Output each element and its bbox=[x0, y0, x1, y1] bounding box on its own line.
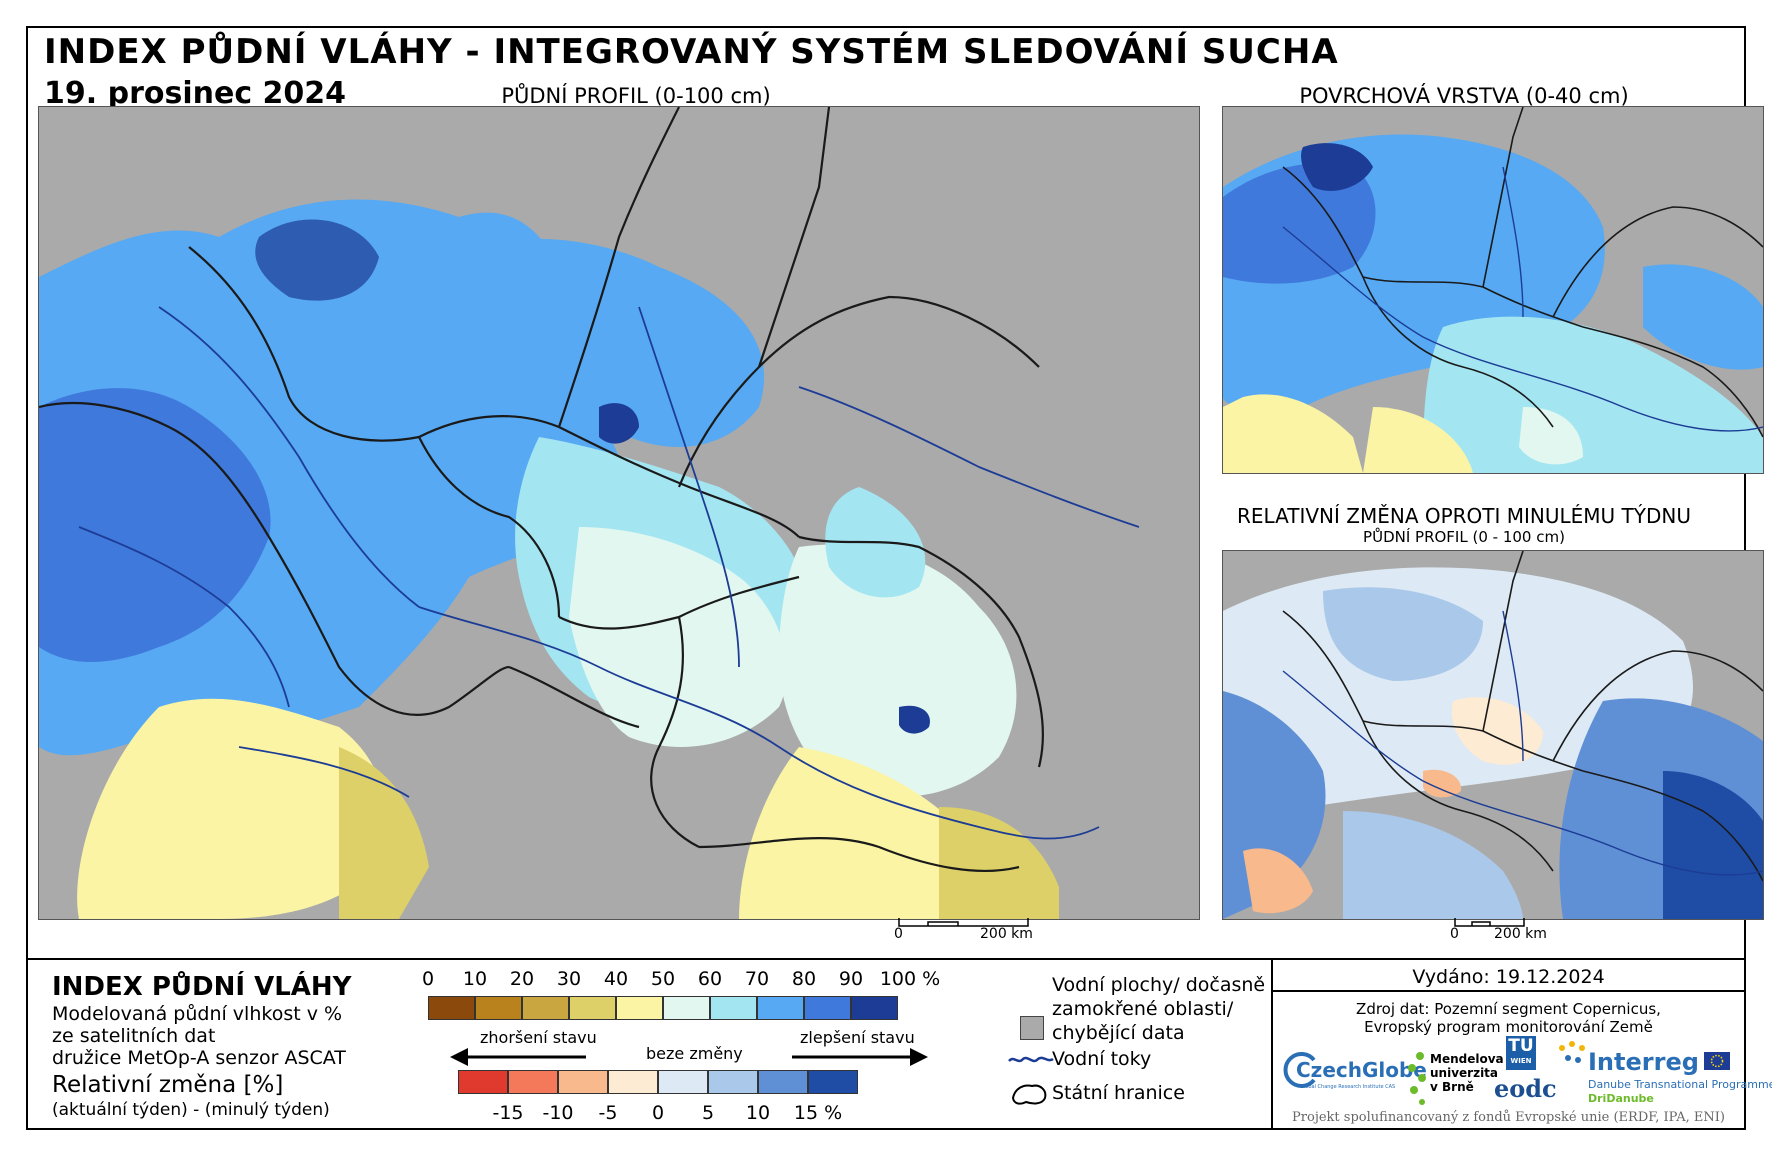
change-tick-label: 15 % bbox=[793, 1102, 843, 1124]
index-color-swatch bbox=[475, 996, 522, 1020]
change-map-caption: RELATIVNÍ ZMĚNA OPROTI MINULÉMU TÝDNU bbox=[1236, 504, 1691, 528]
index-color-swatch bbox=[428, 996, 475, 1020]
main-scale-label: 200 km bbox=[980, 926, 1033, 942]
change-color-swatch bbox=[608, 1070, 658, 1094]
index-tick-label: 60 bbox=[697, 968, 723, 990]
change-map-subcaption: PŮDNÍ PROFIL (0 - 100 cm) bbox=[1363, 528, 1565, 546]
change-color-swatch bbox=[558, 1070, 608, 1094]
legend-divider bbox=[28, 958, 1744, 960]
better-label: zlepšení stavu bbox=[800, 1028, 915, 1047]
surface-layer-map bbox=[1222, 106, 1764, 474]
eu-flag-icon bbox=[1704, 1052, 1730, 1070]
source-line-1: Zdroj dat: Pozemní segment Copernicus, bbox=[1356, 1000, 1661, 1018]
source-line-2: Evropský program monitorování Země bbox=[1364, 1018, 1653, 1036]
legend-change-desc: (aktuální týden) - (minulý týden) bbox=[52, 1100, 330, 1120]
change-tick-label: 0 bbox=[651, 1102, 665, 1124]
footer-divider bbox=[1271, 958, 1273, 1130]
mendel-line-2: univerzita bbox=[1430, 1066, 1499, 1080]
index-tick-label: 0 bbox=[421, 968, 435, 990]
index-color-swatch bbox=[616, 996, 663, 1020]
worse-arrow bbox=[448, 1042, 588, 1076]
interreg-sub-1: Danube Transnational Programme bbox=[1588, 1078, 1772, 1091]
mendel-logo-text: Mendelova univerzita v Brně bbox=[1430, 1052, 1504, 1094]
index-tick-label: 20 bbox=[509, 968, 535, 990]
change-color-swatch bbox=[508, 1070, 558, 1094]
czechglobe-logo bbox=[1280, 1050, 1320, 1094]
issued-box bbox=[1273, 960, 1744, 992]
interreg-sub-2: DriDanube bbox=[1588, 1092, 1654, 1105]
worse-label: zhoršení stavu bbox=[480, 1028, 597, 1047]
index-tick-label: 70 bbox=[744, 968, 770, 990]
index-tick-label: 50 bbox=[650, 968, 676, 990]
change-tick-label: -10 bbox=[542, 1102, 574, 1124]
key-water-line-2: zamokřené oblasti/ bbox=[1052, 998, 1234, 1020]
czechglobe-text: CzechGlobe bbox=[1296, 1058, 1427, 1082]
index-tick-label: 40 bbox=[603, 968, 629, 990]
index-tick-label: 30 bbox=[556, 968, 582, 990]
index-color-swatch bbox=[757, 996, 804, 1020]
better-arrow bbox=[790, 1042, 930, 1076]
index-color-swatch bbox=[804, 996, 851, 1020]
surface-map-caption: POVRCHOVÁ VRSTVA (0-40 cm) bbox=[1299, 84, 1629, 108]
interreg-icon bbox=[1554, 1040, 1590, 1074]
index-tick-label: 90 bbox=[838, 968, 864, 990]
index-color-scale: 0 10 20 30 40 50 60 70 80 90 100 % bbox=[422, 968, 968, 1048]
index-color-swatch bbox=[710, 996, 757, 1020]
change-color-swatch bbox=[658, 1070, 708, 1094]
change-tick-label: 5 bbox=[701, 1102, 715, 1124]
river-key-icon bbox=[1008, 1052, 1054, 1071]
main-map-caption: PŮDNÍ PROFIL (0-100 cm) bbox=[501, 84, 771, 108]
index-color-swatch bbox=[851, 996, 898, 1020]
funding-note: Projekt spolufinancovaný z fondů Evropsk… bbox=[1292, 1110, 1725, 1125]
eodc-logo: eodc bbox=[1494, 1074, 1557, 1103]
index-tick-label: 80 bbox=[791, 968, 817, 990]
change-tick-label: -5 bbox=[598, 1102, 618, 1124]
change-color-scale: -15 -10 -5 0 5 10 15 % bbox=[458, 1070, 938, 1130]
change-color-swatch bbox=[808, 1070, 858, 1094]
small-scale-label: 200 km bbox=[1494, 926, 1547, 942]
main-soil-moisture-map bbox=[38, 106, 1200, 920]
legend-index-desc-3: družice MetOp-A senzor ASCAT bbox=[52, 1047, 346, 1069]
legend-index-title: INDEX PŮDNÍ VLÁHY bbox=[52, 972, 352, 1002]
relative-change-map bbox=[1222, 550, 1764, 920]
change-tick-label: -15 bbox=[492, 1102, 524, 1124]
czechglobe-subtext: Global Change Research Institute CAS bbox=[1300, 1084, 1396, 1090]
key-rivers: Vodní toky bbox=[1052, 1048, 1152, 1070]
legend-index-desc-1: Modelovaná půdní vlhkost v % bbox=[52, 1003, 343, 1025]
index-tick-label: 100 % bbox=[879, 968, 941, 990]
border-key-icon bbox=[1010, 1080, 1050, 1112]
figure-title: INDEX PŮDNÍ VLÁHY - INTEGROVANÝ SYSTÉM S… bbox=[44, 32, 1339, 72]
figure-frame: INDEX PŮDNÍ VLÁHY - INTEGROVANÝ SYSTÉM S… bbox=[26, 26, 1772, 1130]
tu-wien-line-2: WIEN bbox=[1510, 1057, 1532, 1065]
nochange-label: beze změny bbox=[646, 1044, 743, 1063]
index-color-swatch bbox=[569, 996, 616, 1020]
index-tick-label: 10 bbox=[462, 968, 488, 990]
index-color-swatch bbox=[522, 996, 569, 1020]
tu-wien-line-1: TU bbox=[1508, 1036, 1534, 1056]
issued-date: Vydáno: 19.12.2024 bbox=[1412, 966, 1605, 988]
key-water-line-1: Vodní plochy/ dočasně bbox=[1052, 974, 1266, 996]
change-tick-label: 10 bbox=[745, 1102, 771, 1124]
change-color-swatch bbox=[458, 1070, 508, 1094]
interreg-logo-text: Interreg bbox=[1588, 1048, 1699, 1076]
change-color-swatch bbox=[758, 1070, 808, 1094]
figure-date: 19. prosinec 2024 bbox=[44, 76, 347, 111]
index-color-swatch bbox=[663, 996, 710, 1020]
key-borders: Státní hranice bbox=[1052, 1082, 1185, 1104]
missing-data-swatch bbox=[1020, 1016, 1044, 1040]
change-color-swatch bbox=[708, 1070, 758, 1094]
key-water-line-3: chybějící data bbox=[1052, 1022, 1185, 1044]
mendel-line-3: v Brně bbox=[1430, 1080, 1474, 1094]
mendel-logo-dots bbox=[1406, 1050, 1430, 1110]
legend-index-desc-2: ze satelitních dat bbox=[52, 1025, 216, 1047]
tu-wien-logo: TU WIEN bbox=[1506, 1036, 1536, 1070]
legend-change-title: Relativní změna [%] bbox=[52, 1072, 284, 1098]
small-scale-zero: 0 bbox=[1450, 926, 1459, 942]
main-scale-zero: 0 bbox=[894, 926, 903, 942]
mendel-line-1: Mendelova bbox=[1430, 1052, 1504, 1066]
